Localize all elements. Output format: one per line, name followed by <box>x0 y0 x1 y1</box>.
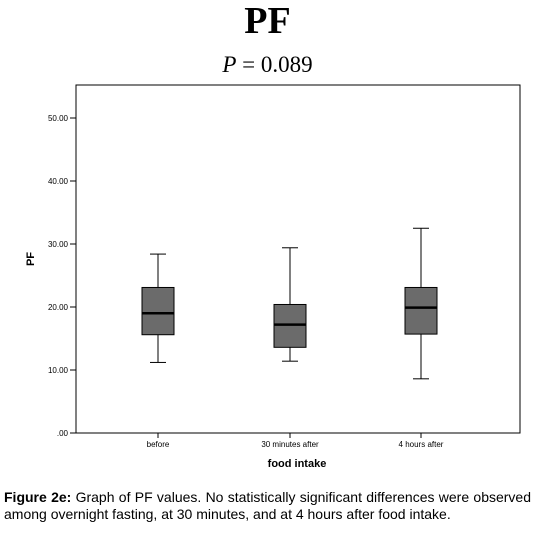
y-tick-label: 20.00 <box>48 303 69 312</box>
plot-area <box>75 84 521 434</box>
p-value-text: = 0.089 <box>236 52 313 77</box>
x-tick-label: before <box>147 440 170 449</box>
figure-caption: Figure 2e: Graph of PF values. No statis… <box>4 489 531 523</box>
caption-label: Figure 2e: <box>4 489 72 505</box>
iqr-box <box>273 303 307 348</box>
box-2 <box>273 247 307 362</box>
y-tick-label: 10.00 <box>48 366 69 375</box>
iqr-box <box>141 286 175 336</box>
p-value: P = 0.089 <box>0 52 535 78</box>
box-series <box>141 227 438 380</box>
y-axis: .00 10.00 20.00 30.00 40.00 50.00 <box>48 114 76 438</box>
y-tick-label: 30.00 <box>48 240 69 249</box>
x-tick-label: 30 minutes after <box>261 440 319 449</box>
x-axis-label: food intake <box>268 458 327 470</box>
x-axis: before 30 minutes after 4 hours after <box>147 433 444 449</box>
box-1 <box>141 253 175 363</box>
p-symbol: P <box>222 52 237 77</box>
chart-title: PF <box>244 0 291 42</box>
caption-text: Graph of PF values. No statistically sig… <box>4 489 532 522</box>
x-tick-label: 4 hours after <box>399 440 444 449</box>
y-tick-label: 50.00 <box>48 114 69 123</box>
iqr-box <box>404 286 438 335</box>
y-axis-label: PF <box>25 252 37 266</box>
y-tick-label: .00 <box>57 429 69 438</box>
y-tick-label: 40.00 <box>48 177 69 186</box>
box-3 <box>404 227 438 380</box>
